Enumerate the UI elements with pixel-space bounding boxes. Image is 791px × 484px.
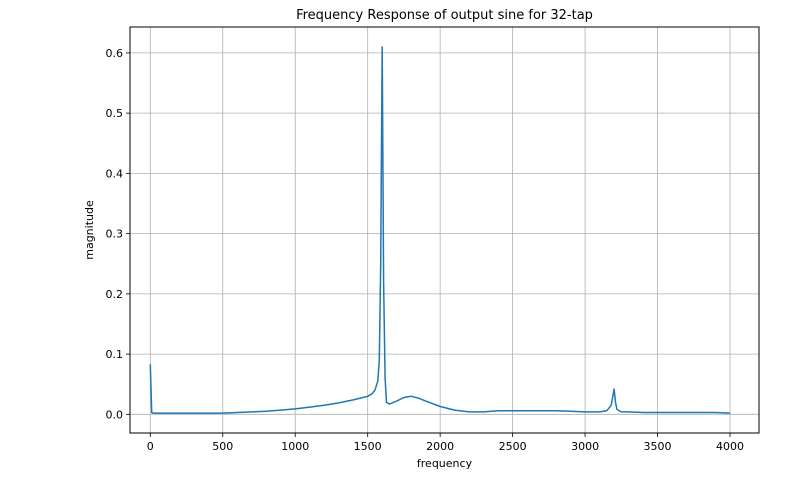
x-axis: 0 500 1000 1500 2000 2500 3000 3500 4000 xyxy=(147,433,744,453)
x-tick-label: 1500 xyxy=(354,440,382,453)
chart-title: Frequency Response of output sine for 32… xyxy=(296,8,593,23)
line-layer xyxy=(149,46,731,414)
y-tick-label: 0.0 xyxy=(106,408,124,421)
y-axis: 0.0 0.1 0.2 0.3 0.4 0.5 0.6 xyxy=(106,47,130,421)
x-tick-label: 500 xyxy=(212,440,233,453)
grid-layer xyxy=(130,27,759,433)
y-tick-label: 0.1 xyxy=(106,348,124,361)
y-tick-label: 0.5 xyxy=(106,107,124,120)
plot-frame xyxy=(129,26,760,434)
x-tick-label: 0 xyxy=(147,440,154,453)
x-axis-label: frequency xyxy=(417,457,473,470)
x-tick-label: 3500 xyxy=(644,440,672,453)
x-tick-label: 4000 xyxy=(716,440,744,453)
y-tick-label: 0.4 xyxy=(106,167,124,180)
y-tick-label: 0.3 xyxy=(106,228,124,241)
x-tick-label: 2000 xyxy=(426,440,454,453)
series-line xyxy=(149,46,731,414)
y-tick-label: 0.6 xyxy=(106,47,124,60)
x-tick-label: 3000 xyxy=(571,440,599,453)
y-axis-label: magnitude xyxy=(83,200,96,260)
x-tick-label: 1000 xyxy=(281,440,309,453)
y-tick-label: 0.2 xyxy=(106,288,124,301)
x-tick-label: 2500 xyxy=(499,440,527,453)
